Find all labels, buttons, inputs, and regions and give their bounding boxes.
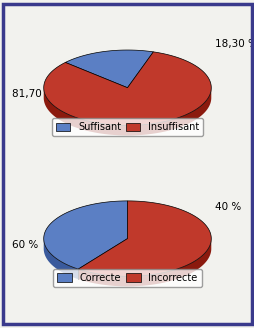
Text: 40 %: 40 %: [215, 202, 241, 212]
Polygon shape: [78, 201, 211, 276]
Text: 60 %: 60 %: [12, 240, 38, 250]
Polygon shape: [43, 239, 78, 279]
Polygon shape: [43, 52, 211, 125]
Text: 81,70 %: 81,70 %: [12, 90, 55, 99]
Legend: Correcte, Incorrecte: Correcte, Incorrecte: [53, 269, 201, 287]
Polygon shape: [43, 88, 211, 135]
Legend: Suffisant, Insuffisant: Suffisant, Insuffisant: [51, 118, 203, 136]
Polygon shape: [65, 50, 153, 88]
Polygon shape: [43, 201, 127, 269]
Polygon shape: [78, 239, 211, 286]
Text: 18,30 %: 18,30 %: [215, 39, 254, 49]
